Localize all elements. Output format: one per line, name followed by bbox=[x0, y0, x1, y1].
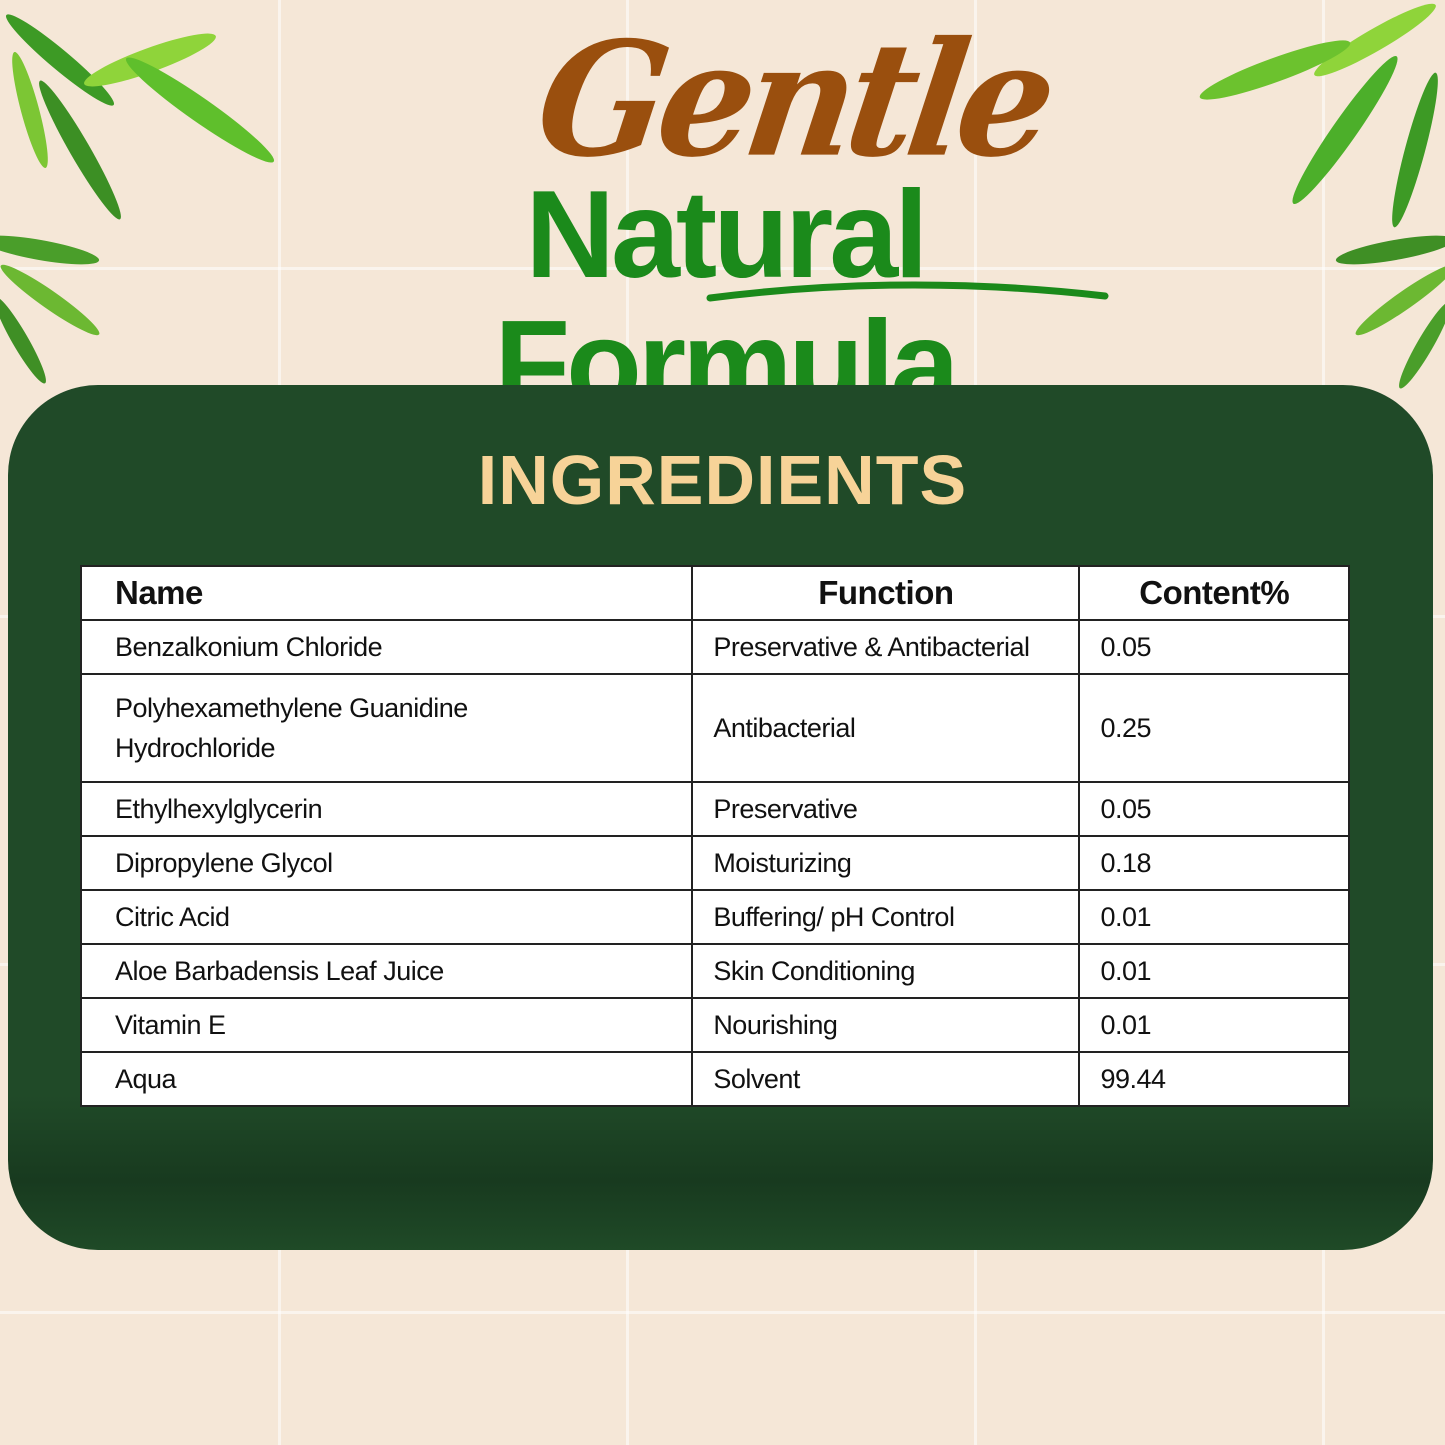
ingredient-function: Antibacterial bbox=[691, 673, 1081, 783]
ingredients-table: Name Function Content% Benzalkonium Chlo… bbox=[79, 565, 1350, 1107]
ingredient-content: 99.44 bbox=[1078, 1051, 1350, 1107]
ingredient-function: Moisturizing bbox=[691, 835, 1081, 891]
table-row: Ethylhexylglycerin Preservative 0.05 bbox=[79, 781, 1350, 837]
ingredient-function: Buffering/ pH Control bbox=[691, 889, 1081, 945]
ingredient-function: Preservative bbox=[691, 781, 1081, 837]
table-row: Vitamin E Nourishing 0.01 bbox=[79, 997, 1350, 1053]
ingredient-name: Citric Acid bbox=[79, 889, 694, 945]
ingredient-content: 0.25 bbox=[1078, 673, 1350, 783]
ingredient-content: 0.01 bbox=[1078, 943, 1350, 999]
ingredient-function: Skin Conditioning bbox=[691, 943, 1081, 999]
ingredient-content: 0.18 bbox=[1078, 835, 1350, 891]
ingredient-content: 0.01 bbox=[1078, 889, 1350, 945]
table-row: Citric Acid Buffering/ pH Control 0.01 bbox=[79, 889, 1350, 945]
column-header-content: Content% bbox=[1078, 565, 1350, 621]
ingredient-content: 0.05 bbox=[1078, 619, 1350, 675]
table-row: Benzalkonium Chloride Preservative & Anti… bbox=[79, 619, 1350, 675]
brush-underline-decoration bbox=[706, 281, 1109, 302]
ingredient-function: Nourishing bbox=[691, 997, 1081, 1053]
ingredients-heading: INGREDIENTS bbox=[477, 441, 968, 519]
column-header-name: Name bbox=[79, 565, 694, 621]
ingredient-name: Polyhexamethylene Guanidine Hydrochlorid… bbox=[79, 673, 694, 783]
ingredient-content: 0.05 bbox=[1078, 781, 1350, 837]
ingredient-name: Vitamin E bbox=[79, 997, 694, 1053]
table-row: Aqua Solvent 99.44 bbox=[79, 1051, 1350, 1107]
ingredient-name: Aqua bbox=[79, 1051, 694, 1107]
ingredient-name: Benzalkonium Chloride bbox=[79, 619, 694, 675]
ingredient-content: 0.01 bbox=[1078, 997, 1350, 1053]
ingredient-function: Preservative & Antibacterial bbox=[691, 619, 1081, 675]
ingredient-name: Dipropylene Glycol bbox=[79, 835, 694, 891]
bamboo-leaves-left-decoration bbox=[0, 14, 275, 384]
ingredient-name: Aloe Barbadensis Leaf Juice bbox=[79, 943, 694, 999]
ingredient-function: Solvent bbox=[691, 1051, 1081, 1107]
table-row: Polyhexamethylene Guanidine Hydrochlorid… bbox=[79, 673, 1350, 783]
ingredient-name-text: Polyhexamethylene Guanidine Hydrochlorid… bbox=[115, 693, 468, 763]
table-header-row: Name Function Content% bbox=[79, 565, 1350, 621]
ingredient-name: Ethylhexylglycerin bbox=[79, 781, 694, 837]
table-row: Aloe Barbadensis Leaf Juice Skin Conditio… bbox=[79, 943, 1350, 999]
table-row: Dipropylene Glycol Moisturizing 0.18 bbox=[79, 835, 1350, 891]
bamboo-leaves-right-decoration bbox=[1199, 3, 1445, 389]
column-header-function: Function bbox=[691, 565, 1081, 621]
